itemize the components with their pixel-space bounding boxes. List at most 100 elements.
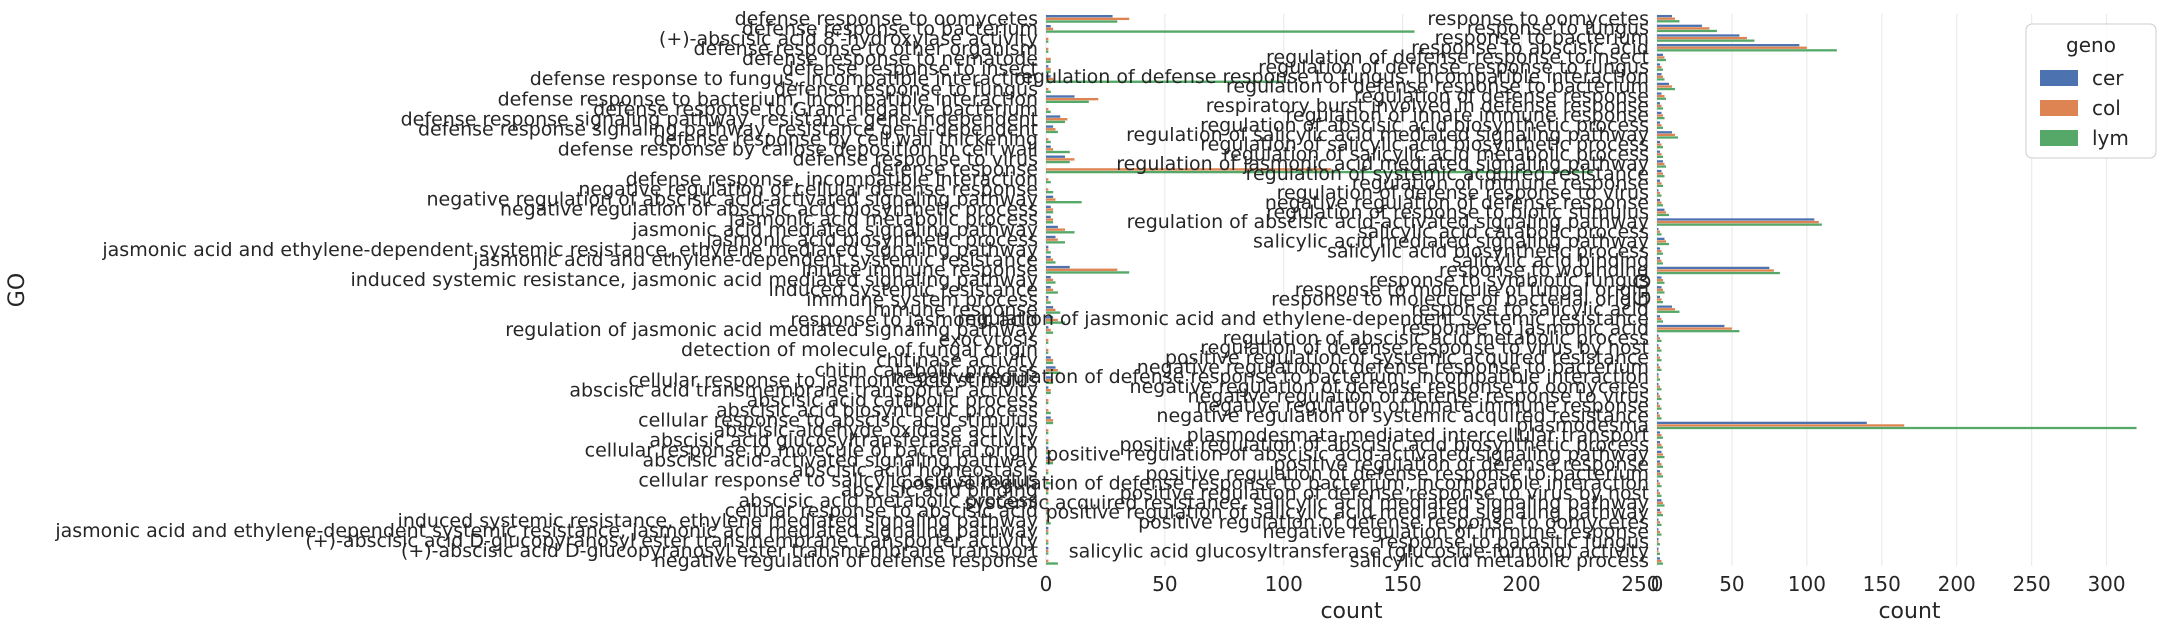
bar-cer-9 xyxy=(1046,95,1075,98)
bar-cer-38 xyxy=(1657,373,1659,376)
legend-swatch-lym xyxy=(2040,130,2078,146)
bar-col-13 xyxy=(1046,138,1049,141)
bar-col-1 xyxy=(1046,17,1130,21)
bar-col-9 xyxy=(1657,95,1665,98)
bar-lym-11 xyxy=(1657,116,1665,120)
bar-lym-1 xyxy=(1046,20,1118,23)
category-label: regulation of immune response xyxy=(1352,172,1649,194)
bar-lym-51 xyxy=(1657,504,1665,507)
category-label: (+)-abscisic acid D-glucopyranosyl ester… xyxy=(401,540,1038,562)
bar-cer-11 xyxy=(1046,115,1061,118)
bar-lym-37 xyxy=(1657,368,1662,372)
bar-cer-37 xyxy=(1046,376,1051,379)
bar-cer-25 xyxy=(1657,247,1660,250)
bar-cer-41 xyxy=(1046,416,1051,419)
bar-col-23 xyxy=(1657,230,1660,233)
bar-lym-25 xyxy=(1046,261,1056,264)
bar-cer-27 xyxy=(1046,275,1051,279)
x-axis-label: count xyxy=(1320,599,1382,620)
bar-col-22 xyxy=(1046,228,1066,231)
bar-lym-51 xyxy=(1046,522,1051,525)
bar-lym-34 xyxy=(1657,339,1662,342)
bar-col-43 xyxy=(1657,424,1905,427)
category-label: salicylic acid glucosyltransferase (gluc… xyxy=(1069,540,1649,562)
bar-cer-45 xyxy=(1657,441,1660,444)
bar-cer-23 xyxy=(1046,235,1056,239)
bar-lym-48 xyxy=(1657,475,1663,478)
bar-cer-30 xyxy=(1046,306,1054,309)
bar-cer-9 xyxy=(1657,92,1662,95)
bar-lym-12 xyxy=(1046,130,1058,134)
bar-col-49 xyxy=(1046,499,1049,502)
bar-col-4 xyxy=(1657,46,1807,49)
bar-cer-1 xyxy=(1046,15,1113,18)
bar-cer-2 xyxy=(1046,25,1051,28)
bar-cer-21 xyxy=(1657,208,1665,211)
x-axis-label: count xyxy=(1878,599,1940,620)
legend-swatch-col xyxy=(2040,100,2078,116)
category-label: salicylic acid mediated signaling pathwa… xyxy=(1253,231,1649,253)
bar-col-50 xyxy=(1046,509,1049,512)
bar-col-51 xyxy=(1046,519,1049,522)
bar-col-21 xyxy=(1046,218,1054,221)
x-tick-label: 200 xyxy=(1502,572,1540,596)
x-tick-label: 50 xyxy=(1152,572,1177,596)
category-label: immune response xyxy=(868,299,1038,321)
bar-cer-1 xyxy=(1657,14,1672,18)
bar-col-34 xyxy=(1046,348,1049,352)
bar-cer-50 xyxy=(1657,489,1659,492)
bar-lym-43 xyxy=(1046,441,1049,445)
bar-col-48 xyxy=(1046,489,1049,492)
bar-lym-56 xyxy=(1657,552,1660,556)
bar-col-13 xyxy=(1657,133,1675,137)
category-label: regulation of defense response xyxy=(1354,85,1649,107)
bar-col-40 xyxy=(1657,395,1660,398)
category-label: response to abscisic acid xyxy=(1411,37,1649,59)
x-tick-label: 100 xyxy=(1788,572,1826,596)
category-label: response to molecule of bacterial origin xyxy=(1271,289,1649,311)
category-label: salicylic acid catabolic process xyxy=(1358,221,1649,243)
category-label: regulation of systemic acquired resistan… xyxy=(1246,163,1649,185)
category-label: regulation of jasmonic acid mediated sig… xyxy=(505,319,1038,341)
category-label: negative regulation of systemic acquired… xyxy=(1156,405,1649,427)
bar-col-56 xyxy=(1657,550,1659,553)
x-tick-label: 150 xyxy=(1384,572,1422,596)
bar-col-24 xyxy=(1657,240,1666,243)
category-label: defense response to virus xyxy=(792,149,1038,171)
bar-cer-22 xyxy=(1657,218,1815,221)
bar-col-29 xyxy=(1657,288,1663,291)
bar-col-21 xyxy=(1657,211,1666,214)
bar-lym-42 xyxy=(1046,431,1049,435)
bar-col-36 xyxy=(1046,368,1058,372)
bar-lym-54 xyxy=(1046,552,1049,555)
category-label: defense response to other organism xyxy=(694,38,1038,60)
bar-lym-18 xyxy=(1657,184,1663,188)
bar-col-17 xyxy=(1046,178,1049,181)
category-label: defense response to bacterium xyxy=(742,18,1038,40)
bar-lym-44 xyxy=(1657,436,1663,439)
category-label: cellular response to abscisic acid stimu… xyxy=(638,409,1038,431)
bar-lym-16 xyxy=(1046,170,1593,174)
bar-cer-12 xyxy=(1657,121,1660,124)
bar-cer-18 xyxy=(1657,179,1660,182)
bar-cer-10 xyxy=(1657,102,1660,105)
bar-lym-52 xyxy=(1657,514,1663,517)
bar-cer-11 xyxy=(1657,111,1662,115)
bar-col-44 xyxy=(1046,449,1049,452)
bar-col-4 xyxy=(1046,47,1049,51)
category-label: detection of molecule of fungal origin xyxy=(681,339,1038,361)
bar-col-14 xyxy=(1657,143,1662,146)
bar-lym-7 xyxy=(1046,80,1284,83)
bar-lym-24 xyxy=(1046,251,1051,254)
bar-col-41 xyxy=(1046,419,1054,422)
bar-col-25 xyxy=(1657,249,1662,253)
category-label: positive regulation of systemic acquired… xyxy=(1165,347,1649,369)
bar-col-8 xyxy=(1657,85,1672,88)
category-label: cellular response to jasmonic acid stimu… xyxy=(628,369,1038,391)
bar-lym-11 xyxy=(1046,120,1066,124)
category-label: regulation of salicylic acid metabolic p… xyxy=(1223,143,1649,165)
bar-col-36 xyxy=(1657,356,1660,359)
category-label: defense response by cell wall thickening xyxy=(653,128,1038,150)
bar-cer-40 xyxy=(1657,392,1659,395)
bar-cer-17 xyxy=(1657,169,1662,173)
